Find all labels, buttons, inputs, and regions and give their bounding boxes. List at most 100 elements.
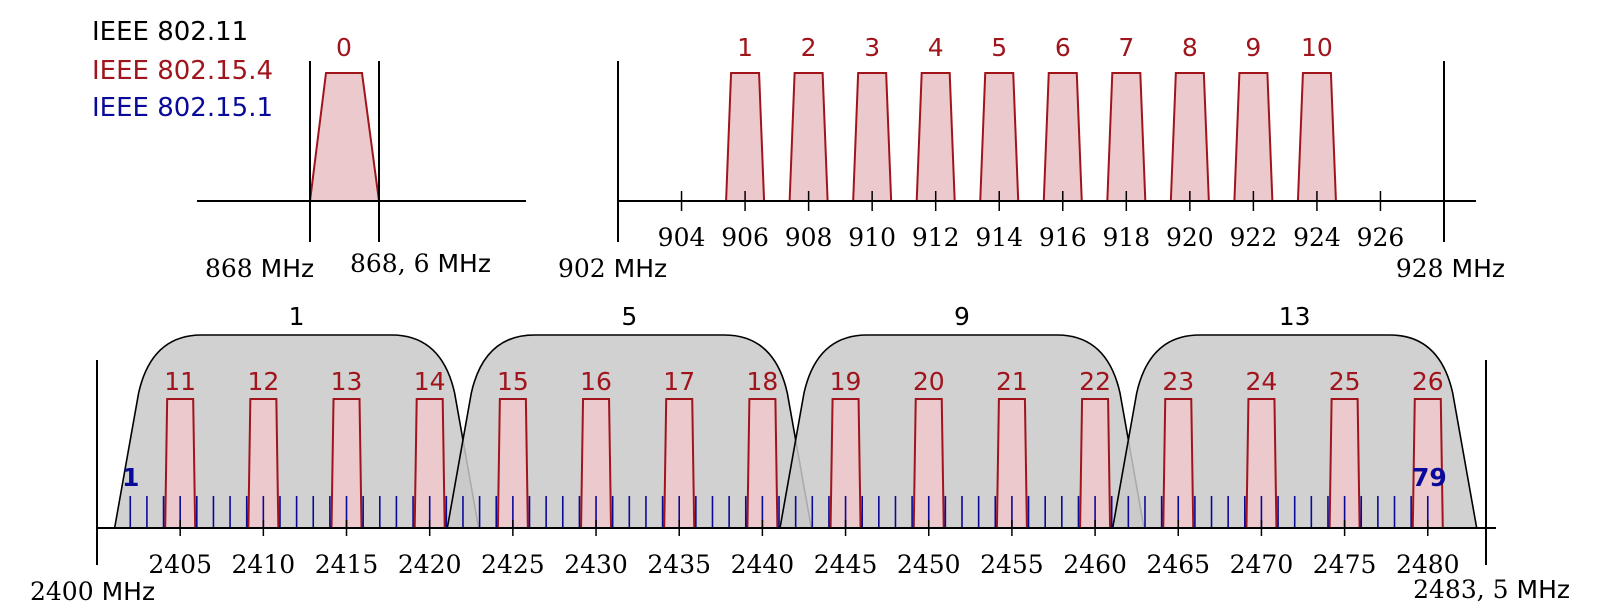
channel-10-shape	[1296, 72, 1337, 202]
band-868-start-unit: MHz	[261, 254, 315, 283]
band-868-start-number: 868	[205, 254, 253, 283]
tick-2435-label: 2435	[647, 550, 711, 579]
tick-2450-label: 2450	[897, 550, 961, 579]
tick-2410-label: 2410	[232, 550, 296, 579]
legend-item-802151: IEEE 802.15.1	[92, 93, 273, 123]
tick-2460-label: 2460	[1063, 550, 1127, 579]
zigbee-channel-16-label: 16	[580, 367, 612, 396]
tick-2430-label: 2430	[564, 550, 628, 579]
zigbee-channel-14-label: 14	[414, 367, 446, 396]
band-915-ticks: 904 906 908 910 912 914 916 918 920 922 924 926	[658, 191, 1405, 252]
tick-2480-label: 2480	[1396, 550, 1460, 579]
channel-5-shape	[979, 72, 1020, 202]
tick-908-label: 908	[785, 223, 833, 252]
channel-10-label: 10	[1301, 33, 1333, 62]
band-915-end-unit: MHz	[1452, 254, 1506, 283]
tick-906-label: 906	[721, 223, 769, 252]
legend-item-80211: IEEE 802.11	[92, 17, 248, 47]
zigbee-channel-23-label: 23	[1162, 367, 1194, 396]
channel-1-shape	[725, 72, 766, 202]
zigbee-channel-24-label: 24	[1246, 367, 1278, 396]
channel-3-label: 3	[864, 33, 880, 62]
zigbee-channel-20-label: 20	[913, 367, 945, 396]
band-2400-end-unit: MHz	[1517, 575, 1571, 602]
band-2400-end-number: 2483, 5	[1413, 575, 1508, 602]
channel-6-shape	[1042, 72, 1083, 202]
band-915-end-number: 928	[1396, 254, 1444, 283]
tick-2440-label: 2440	[731, 550, 795, 579]
band-868-channel-label: 0	[336, 33, 352, 62]
band-915-shapes: 1 2 3 4 5 6 7 8 9 10	[725, 33, 1337, 202]
band-915-start-unit: MHz	[614, 254, 668, 283]
channel-8-shape	[1169, 72, 1210, 202]
channel-4-label: 4	[928, 33, 944, 62]
band-868-end-number: 868, 6	[350, 249, 430, 278]
channel-9-label: 9	[1245, 33, 1261, 62]
channel-6-label: 6	[1055, 33, 1071, 62]
band-915-end-label: 928 MHz	[1396, 254, 1505, 283]
wifi-channel-9-label: 9	[954, 302, 970, 331]
zigbee-channel-25-label: 25	[1329, 367, 1361, 396]
channel-8-label: 8	[1182, 33, 1198, 62]
band-868-end-unit: MHz	[437, 249, 491, 278]
tick-910-label: 910	[848, 223, 896, 252]
tick-2455-label: 2455	[980, 550, 1044, 579]
wifi-channel-9-shape	[779, 334, 1145, 529]
tick-2420-label: 2420	[398, 550, 462, 579]
tick-2470-label: 2470	[1230, 550, 1294, 579]
tick-2475-label: 2475	[1313, 550, 1377, 579]
band-868: 0 868 MHz 868, 6 MHz	[197, 33, 526, 283]
band-2400-start-number: 2400	[30, 577, 94, 602]
wifi-channel-5-shape	[446, 334, 813, 529]
tick-2405-label: 2405	[148, 550, 212, 579]
channel-9-shape	[1233, 72, 1274, 202]
tick-2415-label: 2415	[315, 550, 379, 579]
bluetooth-last-label: 79	[1412, 463, 1447, 492]
zigbee-channel-19-label: 19	[830, 367, 862, 396]
zigbee-channel-13-label: 13	[331, 367, 363, 396]
wifi-channel-1-shape	[113, 334, 480, 529]
tick-924-label: 924	[1293, 223, 1341, 252]
zigbee-channel-17-label: 17	[663, 367, 695, 396]
legend: IEEE 802.11 IEEE 802.15.4 IEEE 802.15.1	[92, 17, 273, 123]
channel-2-shape	[788, 72, 829, 202]
band-2400-start-label: 2400 MHz	[30, 577, 155, 602]
tick-926-label: 926	[1357, 223, 1405, 252]
band-2400-start-unit: MHz	[102, 577, 156, 602]
band-2400-zigbee-channels: 11 12 13 14 15 16 17 18 19 20 21 22 23 24 25 26	[164, 367, 1444, 529]
channel-5-label: 5	[991, 33, 1007, 62]
wifi-channel-13-label: 13	[1279, 302, 1311, 331]
channel-7-shape	[1106, 72, 1147, 202]
tick-918-label: 918	[1102, 223, 1150, 252]
channel-4-shape	[915, 72, 956, 202]
band-868-end-label: 868, 6 MHz	[350, 249, 491, 278]
zigbee-channel-18-label: 18	[746, 367, 778, 396]
tick-920-label: 920	[1166, 223, 1214, 252]
tick-922-label: 922	[1230, 223, 1278, 252]
zigbee-channel-11-label: 11	[164, 367, 196, 396]
zigbee-channel-15-label: 15	[497, 367, 529, 396]
zigbee-channel-22-label: 22	[1079, 367, 1111, 396]
band-2400-ticks: 2405 2410 2415 2420 2425 2430 2435 2440 2445 2450…	[148, 520, 1460, 579]
wifi-channel-1-label: 1	[289, 302, 305, 331]
tick-2425-label: 2425	[481, 550, 545, 579]
band-915-start-label: 902 MHz	[558, 254, 667, 283]
legend-item-802154: IEEE 802.15.4	[92, 56, 273, 86]
channel-7-label: 7	[1118, 33, 1134, 62]
zigbee-channel-12-label: 12	[247, 367, 279, 396]
channel-3-shape	[852, 72, 893, 202]
wifi-channel-13-shape	[1111, 334, 1478, 529]
tick-912-label: 912	[912, 223, 960, 252]
band-868-shapes	[308, 72, 381, 202]
channel-2-label: 2	[801, 33, 817, 62]
channel-1-label: 1	[737, 33, 753, 62]
band-2400-wifi-channels: 1 5 9 13	[113, 302, 1478, 529]
band-915: 1 2 3 4 5 6 7 8 9 10 904 906 908 910 912 914 916 918 920 9…	[558, 33, 1505, 283]
band-2400-end-label: 2483, 5 MHz	[1413, 575, 1570, 602]
tick-2465-label: 2465	[1146, 550, 1210, 579]
band-915-start-number: 902	[558, 254, 606, 283]
zigbee-channel-21-label: 21	[996, 367, 1028, 396]
bluetooth-first-label: 1	[122, 463, 139, 492]
zigbee-channel-26-label: 26	[1412, 367, 1444, 396]
